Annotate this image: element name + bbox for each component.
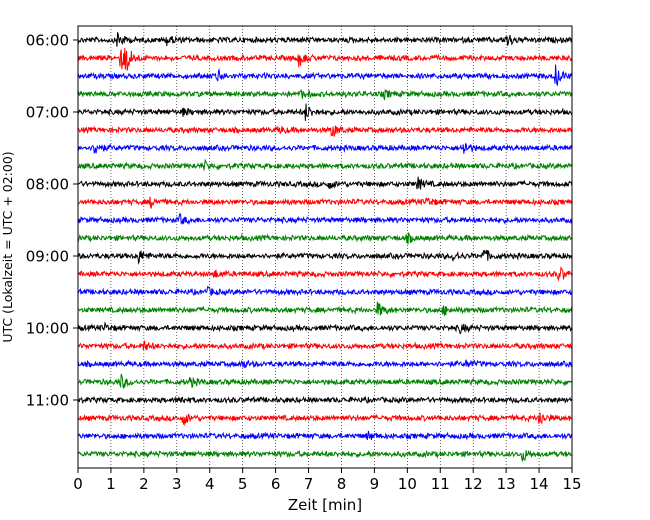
trace-0945	[77, 301, 573, 316]
y-tick-label-4: 10:00	[26, 320, 69, 338]
trace-0745	[77, 158, 573, 171]
x-axis-label: Zeit [min]	[288, 496, 362, 514]
x-tick-label-13: 13	[497, 475, 516, 493]
vertical-grid	[110, 26, 540, 468]
y-tick-label-3: 09:00	[26, 248, 69, 266]
trace-0715	[77, 125, 573, 137]
x-tick-label-7: 7	[304, 475, 314, 493]
trace-0630	[77, 64, 573, 87]
trace-1145	[77, 449, 573, 463]
trace-0830	[77, 212, 573, 226]
y-tick-label-5: 11:00	[26, 392, 69, 410]
x-axis-ticks: 0 1 2 3 4 5 6 7 8 9 10 11 12 13 14 15	[73, 468, 582, 493]
seismic-traces	[77, 32, 573, 463]
y-tick-label-2: 08:00	[26, 176, 69, 194]
x-tick-label-2: 2	[139, 475, 149, 493]
trace-1130	[78, 430, 573, 441]
trace-0700	[77, 103, 573, 121]
trace-1015	[77, 340, 573, 351]
y-axis-label: UTC (Lokalzeit = UTC + 02:00)	[0, 151, 15, 342]
trace-0730	[77, 142, 573, 154]
trace-1100	[77, 395, 573, 405]
x-tick-label-3: 3	[172, 475, 182, 493]
x-tick-label-5: 5	[238, 475, 248, 493]
trace-0600	[77, 32, 573, 47]
trace-1030	[77, 359, 573, 369]
trace-0930	[77, 285, 573, 297]
x-tick-label-9: 9	[370, 475, 380, 493]
x-tick-label-4: 4	[205, 475, 215, 493]
x-tick-label-6: 6	[271, 475, 281, 493]
trace-0845	[77, 232, 573, 245]
x-tick-label-11: 11	[431, 475, 450, 493]
trace-0615	[77, 47, 573, 71]
x-tick-label-8: 8	[337, 475, 347, 493]
x-tick-label-0: 0	[73, 475, 83, 493]
trace-1000	[77, 321, 573, 335]
y-axis-ticks: 06:00 07:00 08:00 09:00 10:00 11:00	[26, 32, 78, 410]
y-tick-label-0: 06:00	[26, 32, 69, 50]
x-tick-label-14: 14	[530, 475, 549, 493]
x-tick-label-12: 12	[464, 475, 483, 493]
trace-1045	[77, 373, 573, 389]
x-tick-label-15: 15	[562, 475, 581, 493]
trace-1115	[77, 412, 573, 427]
trace-0815	[77, 196, 573, 209]
trace-0800	[77, 176, 573, 190]
x-tick-label-10: 10	[398, 475, 417, 493]
trace-0900	[77, 249, 573, 265]
trace-0645	[77, 88, 573, 101]
plot-frame	[77, 25, 573, 469]
y-tick-label-1: 07:00	[26, 104, 69, 122]
x-tick-label-1: 1	[106, 475, 116, 493]
trace-0915	[77, 265, 573, 282]
